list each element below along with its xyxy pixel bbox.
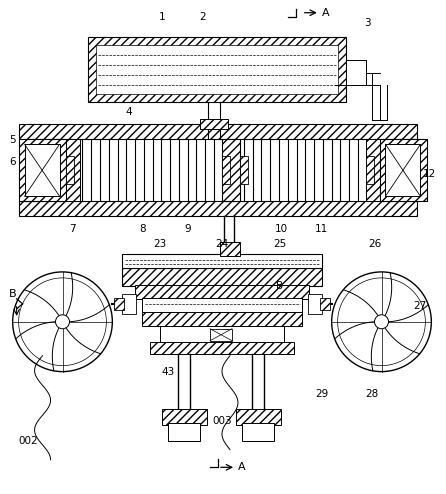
Bar — [162, 410, 207, 425]
Text: 3: 3 — [364, 18, 371, 28]
Text: 27: 27 — [413, 301, 426, 311]
Bar — [142, 298, 302, 312]
Bar — [135, 285, 309, 299]
Text: 24: 24 — [215, 239, 229, 249]
Bar — [210, 329, 232, 341]
Text: 1: 1 — [159, 12, 165, 22]
Bar — [220, 242, 240, 256]
Text: 7: 7 — [69, 224, 76, 234]
Bar — [122, 268, 322, 286]
Text: 11: 11 — [315, 224, 328, 234]
Bar — [236, 410, 281, 425]
Bar — [240, 156, 248, 184]
Bar — [66, 139, 80, 201]
Bar — [88, 37, 346, 102]
Text: B: B — [276, 281, 283, 291]
Bar — [66, 156, 74, 184]
Text: 29: 29 — [315, 389, 328, 399]
Bar — [366, 139, 380, 201]
Text: 4: 4 — [125, 107, 132, 118]
Text: A: A — [238, 462, 246, 472]
Text: 28: 28 — [365, 389, 378, 399]
Bar — [96, 44, 338, 94]
Text: 002: 002 — [19, 436, 38, 447]
Text: 003: 003 — [212, 416, 232, 426]
Bar — [320, 298, 330, 310]
Circle shape — [55, 315, 70, 329]
Bar — [308, 294, 322, 314]
Text: 23: 23 — [153, 239, 167, 249]
Text: 25: 25 — [273, 239, 286, 249]
Bar — [19, 139, 66, 201]
Bar — [346, 60, 366, 84]
Bar — [150, 342, 294, 354]
Text: 8: 8 — [139, 224, 145, 234]
Bar — [366, 156, 374, 184]
Bar — [380, 139, 427, 201]
Bar — [25, 144, 59, 196]
Bar — [122, 294, 136, 314]
Text: 6: 6 — [9, 157, 16, 167]
Bar — [142, 312, 302, 326]
Text: A: A — [322, 8, 329, 18]
Bar — [200, 120, 228, 129]
Bar — [19, 201, 417, 216]
Bar — [242, 423, 274, 442]
Bar — [160, 326, 284, 344]
Bar — [19, 124, 417, 139]
Text: 26: 26 — [368, 239, 381, 249]
Text: 10: 10 — [275, 224, 289, 234]
Text: 2: 2 — [199, 12, 205, 22]
Text: 5: 5 — [9, 135, 16, 145]
Bar — [114, 298, 124, 310]
Circle shape — [375, 315, 388, 329]
Text: 9: 9 — [185, 224, 191, 234]
Bar — [168, 423, 200, 442]
Text: 43: 43 — [161, 367, 175, 376]
Text: 12: 12 — [423, 169, 436, 179]
Bar — [122, 254, 322, 268]
Text: B: B — [9, 289, 17, 299]
Bar — [222, 139, 240, 201]
Bar — [222, 156, 230, 184]
Bar — [385, 144, 421, 196]
